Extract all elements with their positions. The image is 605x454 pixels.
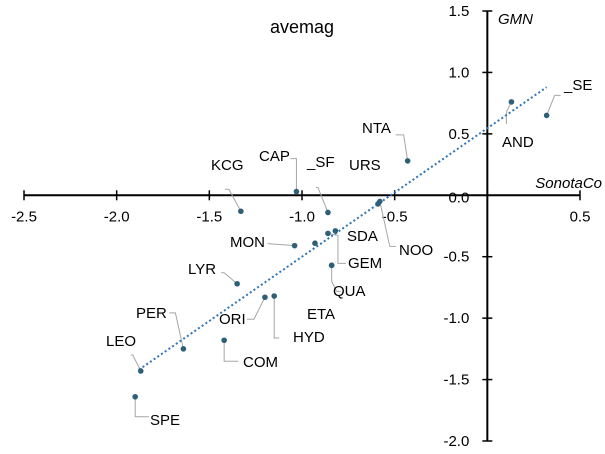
data-point [508,99,515,105]
label-leader [169,312,184,349]
label-leader [331,265,341,292]
label-leader [224,188,242,212]
data-label: MON [230,234,265,251]
data-point [293,188,300,195]
data-point [271,293,278,299]
data-label: SDA [347,228,378,245]
x-axis-label: SonotaCo [535,175,602,192]
data-label: NTA [362,120,391,137]
y-tick-label: 1.0 [448,64,469,81]
data-label: PER [136,305,167,322]
data-point [325,209,331,216]
label-leader [273,296,280,339]
data-point [332,228,339,234]
data-point [262,294,268,301]
data-point [328,262,335,269]
data-point [404,158,411,164]
data-point [238,208,244,215]
data-point [291,242,298,249]
label-leaders [130,94,561,418]
label-leader [130,354,142,372]
y-axis-label: GMN [498,11,533,28]
x-tick-label: -2.0 [104,208,130,225]
label-leader [379,201,396,247]
x-tick-label: -2.5 [11,208,37,225]
data-labels: _SE AND NTA URS NOO CAP _SF KCG SDA GEM MON QUA LYR O… [106,77,592,429]
data-label: QUA [333,283,366,300]
data-label: URS [349,157,381,174]
data-point [221,337,227,344]
y-tick-label: 0.0 [448,189,469,206]
data-label: ETA [307,306,335,323]
y-tick-label: -2.0 [443,433,469,450]
data-points [132,99,550,400]
data-point [325,230,331,237]
label-leader [134,396,150,418]
data-point [377,198,383,205]
data-label: ORI [219,311,246,328]
data-point [312,240,318,246]
label-leader [290,158,297,192]
data-point [234,280,240,287]
x-tick-label: -0.5 [382,208,408,225]
y-tick-label: -1.5 [443,372,469,389]
data-label: NOO [399,242,433,259]
data-label: HYD [293,329,325,346]
x-tick-label: -1.0 [289,208,315,225]
data-point [543,112,550,119]
label-leader [246,297,266,320]
label-leader [315,186,329,213]
data-label: _SF [306,154,335,171]
data-label: GEM [348,255,382,272]
label-leader [546,94,561,116]
chart-title: avemag [270,17,334,37]
label-leader [395,134,409,161]
data-label: AND [502,134,534,151]
data-label: KCG [211,157,244,174]
label-leader [267,243,295,247]
label-leader [221,272,238,285]
data-point [132,393,138,400]
data-label: SPE [150,412,180,429]
x-tick-label: -1.5 [196,208,222,225]
data-label: LYR [188,261,216,278]
data-label: _SE [563,77,592,94]
data-label: COM [243,354,278,371]
data-point [137,368,144,374]
data-label: CAP [259,148,290,165]
data-label: LEO [106,333,136,350]
x-tick-label: 0.5 [570,208,591,225]
data-point [180,346,187,352]
y-tick-label: 1.5 [448,3,469,20]
label-leader [505,101,512,124]
axes: -2.5 -2.0 -1.5 -1.0 -0.5 0.5 -2.0 -1.5 -1.0 -0.5 0… [11,3,590,450]
trendline-layer [138,86,548,371]
trendline [138,86,548,371]
label-leader [223,340,239,362]
label-leader [327,232,346,264]
y-tick-label: -0.5 [443,249,469,266]
y-tick-label: -1.0 [443,310,469,327]
y-tick-label: 0.5 [448,126,469,143]
